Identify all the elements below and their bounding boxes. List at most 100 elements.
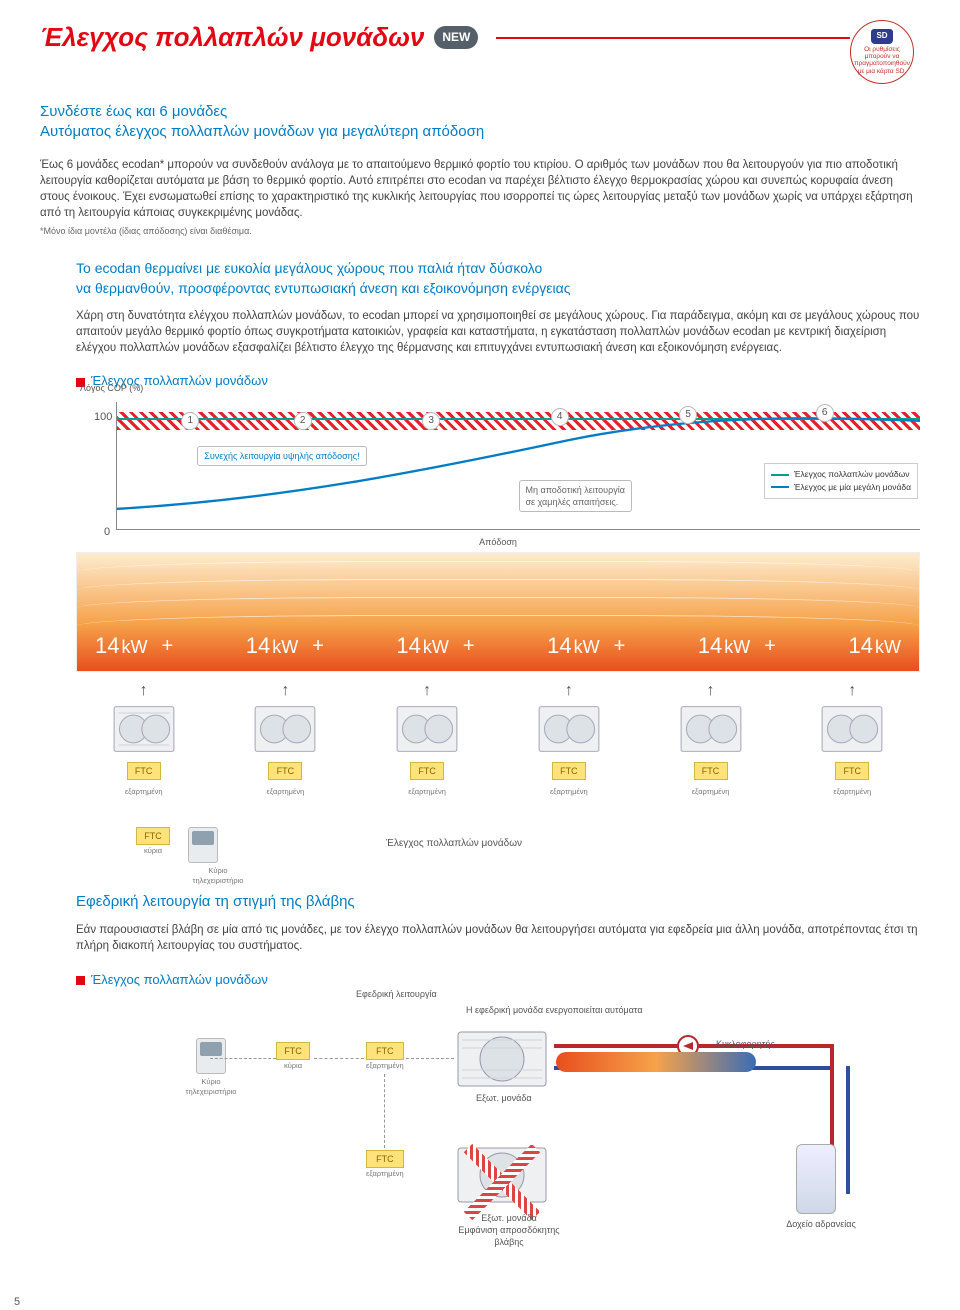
outdoor-units-row: ↑ FTC εξαρτημένη ↑ FTC εξαρτημένη ↑ FTC … [76,692,920,797]
y-axis-label: Λόγος COP (%) [80,382,143,394]
lbl-tank: Δοχείο αδρανείας [776,1218,866,1230]
title-row: Έλεγχος πολλαπλών μονάδων NEW [40,20,850,55]
inset-title: Το ecodan θερμαίνει με ευκολία μεγάλους … [76,259,920,298]
chart-legend: Έλεγχος πολλαπλών μονάδων Έλεγχος με μία… [764,463,918,499]
subtitle-2: Αυτόματος έλεγχος πολλαπλών μονάδων για … [40,122,920,142]
title-rule [496,37,850,39]
outdoor-unit-cell: ↑ FTC εξαρτημένη [86,692,201,797]
ftc-tag: FTC [410,762,444,780]
dash-line [314,1058,364,1059]
ftc-role: εξαρτημένη [550,787,588,797]
dash-line [210,1058,276,1059]
ftc-tag: FTC [552,762,586,780]
inset-title-l1: Το ecodan θερμαίνει με ευκολία μεγάλους … [76,260,542,276]
header: Έλεγχος πολλαπλών μονάδων NEW SD Οι ρυθμ… [40,20,920,84]
outdoor-unit-icon [395,702,459,756]
ftc-role: εξαρτημένη [366,1061,404,1071]
arrow-up-icon: ↑ [140,686,148,696]
kw-item: 14kW [547,631,599,661]
multi-control-note: Έλεγχος πολλαπλών μονάδων [266,827,920,851]
section2-label: Έλεγχος πολλαπλών μονάδων [76,971,920,989]
chart-node: 4 [551,408,569,426]
ftc-tag: FTC [268,762,302,780]
fail-x-icon [454,1128,550,1224]
backup-title: Εφεδρική λειτουργία τη στιγμή της βλάβης [76,892,920,912]
ftc-role: εξαρτημένη [125,787,163,797]
sd-card-icon: SD [871,29,893,44]
arrow-up-icon: ↑ [565,686,573,696]
ftc-tag: FTC [366,1150,404,1168]
outdoor-unit-icon [456,1028,548,1090]
callout-high: Συνεχής λειτουργία υψηλής απόδοσης! [197,446,366,466]
ftc-tag: FTC [835,762,869,780]
arrow-up-icon: ↑ [707,686,715,696]
outdoor-unit-icon [820,702,884,756]
x-axis-label: Απόδοση [479,536,517,548]
dash-line [406,1058,454,1059]
lbl-outdoor: Εξωτ. μονάδα [476,1092,532,1104]
outdoor-unit-icon [112,702,176,756]
outdoor-unit-cell: ↑ FTC εξαρτημένη [653,692,768,797]
ftc-role: εξαρτημένη [267,787,305,797]
outdoor-unit-icon [253,702,317,756]
inset-block: Το ecodan θερμαίνει με ευκολία μεγάλους … [76,259,920,1264]
ftc-master-role: κύρια [136,846,170,856]
chart-node: 6 [816,404,834,422]
outdoor-unit-cell: ↑ FTC εξαρτημένη [369,692,484,797]
sd-badge: SD Οι ρυθμίσεις μπορούν να πραγματοποιηθ… [850,20,920,84]
kw-item: 14kW [95,631,147,661]
master-row: FTC κύρια Κύριο τηλεχειριστήριο Έλεγχος … [136,827,920,886]
outdoor-unit-cell: ↑ FTC εξαρτημένη [228,692,343,797]
chart-area: 1 2 3 4 5 6 Συνεχής λειτουργία υψηλής απ… [116,402,920,530]
buffer-tank-icon [796,1144,836,1214]
ftc-role: κύρια [276,1061,310,1071]
ftc-role: εξαρτημένη [833,787,871,797]
kw-row: 14kW+ 14kW+ 14kW+ 14kW+ 14kW+ 14kW [77,631,919,661]
lbl-fail: Εξωτ. μονάδα Εμφάνιση απροσδόκητης βλάβη… [444,1212,574,1248]
outdoor-unit-icon [537,702,601,756]
inset-title-l2: να θερμανθούν, προσφέροντας εντυπωσιακή … [76,280,570,296]
inset-body: Χάρη στη δυνατότητα ελέγχου πολλαπλών μο… [76,308,920,356]
outdoor-unit-icon [679,702,743,756]
ftc-tag: FTC [694,762,728,780]
y-tick-100: 100 [94,410,112,425]
dash-line-v [384,1074,385,1148]
outdoor-unit-cell: ↑ FTC εξαρτημένη [795,692,910,797]
lbl-backup-op: Εφεδρική λειτουργία [356,988,437,1000]
bullet-icon [76,976,85,985]
remote-label: Κύριο τηλεχειριστήριο [188,866,248,886]
ftc-tag: FTC [276,1042,310,1060]
kw-item: 14kW [849,631,901,661]
arrow-up-icon: ↑ [423,686,431,696]
kw-item: 14kW [698,631,750,661]
kw-item: 14kW [396,631,448,661]
backup-body: Εάν παρουσιαστεί βλάβη σε μία από τις μο… [76,922,920,954]
arrow-up-icon: ↑ [848,686,856,696]
cop-chart: Λόγος COP (%) 100 0 1 2 3 4 5 6 Συνεχής … [76,396,920,546]
chart-node: 2 [294,412,312,430]
ftc-tag: FTC [127,762,161,780]
ftc-tag: FTC [366,1042,404,1060]
backup-diagram: Εφεδρική λειτουργία Η εφεδρική μονάδα εν… [76,994,920,1264]
heat-gradient: 14kW+ 14kW+ 14kW+ 14kW+ 14kW+ 14kW [76,552,920,672]
intro-footnote: *Μόνο ίδια μοντέλα (ίδιας απόδοσης) είνα… [40,225,920,237]
kw-item: 14kW [246,631,298,661]
callout-low: Μη αποδοτική λειτουργία σε χαμηλές απαιτ… [519,480,632,512]
remote-icon [196,1038,226,1074]
main-title: Έλεγχος πολλαπλών μονάδων [40,20,424,55]
subtitle-1: Συνδέστε έως και 6 μονάδες [40,102,920,122]
lbl-pump: Κυκλοφορητής [716,1038,775,1050]
new-badge: NEW [434,26,478,48]
section1-label: Έλεγχος πολλαπλών μονάδων [76,372,920,390]
intro-body: Έως 6 μονάδες ecodan* μπορούν να συνδεθο… [40,157,920,221]
ftc-role: εξαρτημένη [366,1169,404,1179]
chart-node: 5 [679,406,697,424]
page-number: 5 [14,1295,20,1310]
lbl-auto: Η εφεδρική μονάδα ενεργοποιείται αυτόματ… [466,1004,643,1016]
arrow-up-icon: ↑ [281,686,289,696]
remote-label: Κύριο τηλεχειριστήριο [176,1077,246,1097]
sd-note: Οι ρυθμίσεις μπορούν να πραγματοποιηθούν… [850,46,914,75]
ftc-role: εξαρτημένη [692,787,730,797]
ftc-master-tag: FTC [136,827,170,845]
pipe-blue-v [846,1066,850,1194]
